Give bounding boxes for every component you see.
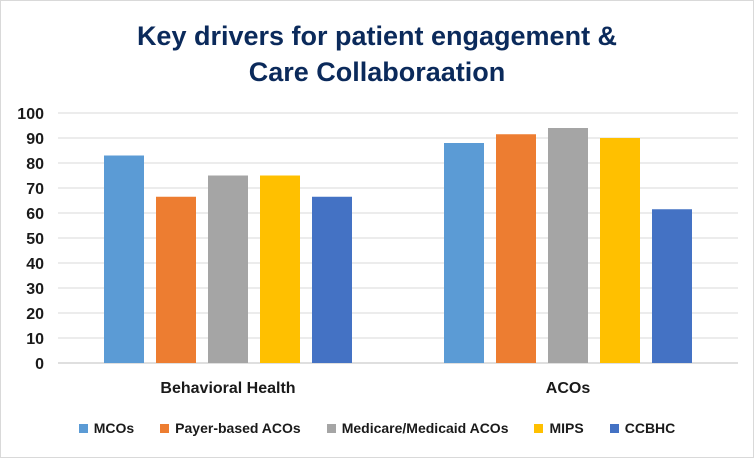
legend-item: MCOs (78, 420, 135, 436)
legend-label: MCOs (93, 420, 135, 436)
y-tick-label: 40 (26, 256, 44, 273)
bar-payer-based-acos-acos (496, 134, 536, 363)
legend-label: MIPS (549, 420, 584, 436)
chart-title-line-2: Care Collaboraation (248, 57, 506, 87)
bar-mips-behavioral-health (260, 175, 300, 363)
x-category-label: ACOs (546, 380, 591, 397)
legend-label: Payer-based ACOs (175, 420, 301, 436)
legend-item: CCBHC (609, 420, 676, 436)
y-tick-label: 100 (17, 106, 44, 123)
legend-swatch (160, 423, 170, 433)
legend-swatch (609, 423, 619, 433)
y-tick-label: 90 (26, 131, 44, 148)
bar-medicare-medicaid-acos-behavioral-health (208, 175, 248, 363)
y-tick-label: 10 (26, 331, 44, 348)
y-tick-label: 50 (26, 231, 44, 248)
chart-title-line-1: Key drivers for patient engagement & (136, 21, 618, 51)
legend-item: MIPS (534, 420, 584, 436)
y-tick-label: 0 (35, 356, 44, 373)
bar-medicare-medicaid-acos-acos (548, 128, 588, 363)
legend-swatch (534, 423, 544, 433)
legend-label: Medicare/Medicaid ACOs (341, 420, 509, 436)
chart-title: Key drivers for patient engagement & Car… (0, 18, 754, 90)
y-tick-label: 60 (26, 206, 44, 223)
bar-ccbhc-acos (652, 209, 692, 363)
legend-label: CCBHC (624, 420, 676, 436)
bar-payer-based-acos-behavioral-health (156, 196, 196, 363)
bar-ccbhc-behavioral-health (312, 196, 352, 363)
y-tick-label: 80 (26, 156, 44, 173)
y-tick-label: 70 (26, 181, 44, 198)
legend-swatch (78, 423, 88, 433)
chart-legend: MCOs Payer-based ACOs Medicare/Medicaid AC… (0, 420, 754, 436)
legend-item: Medicare/Medicaid ACOs (326, 420, 509, 436)
legend-swatch (326, 423, 336, 433)
x-category-label: Behavioral Health (160, 380, 295, 397)
legend-item: Payer-based ACOs (160, 420, 301, 436)
bar-mcos-acos (444, 143, 484, 363)
y-tick-label: 20 (26, 306, 44, 323)
bar-mips-acos (600, 138, 640, 363)
y-tick-label: 30 (26, 281, 44, 298)
bar-mcos-behavioral-health (104, 155, 144, 363)
